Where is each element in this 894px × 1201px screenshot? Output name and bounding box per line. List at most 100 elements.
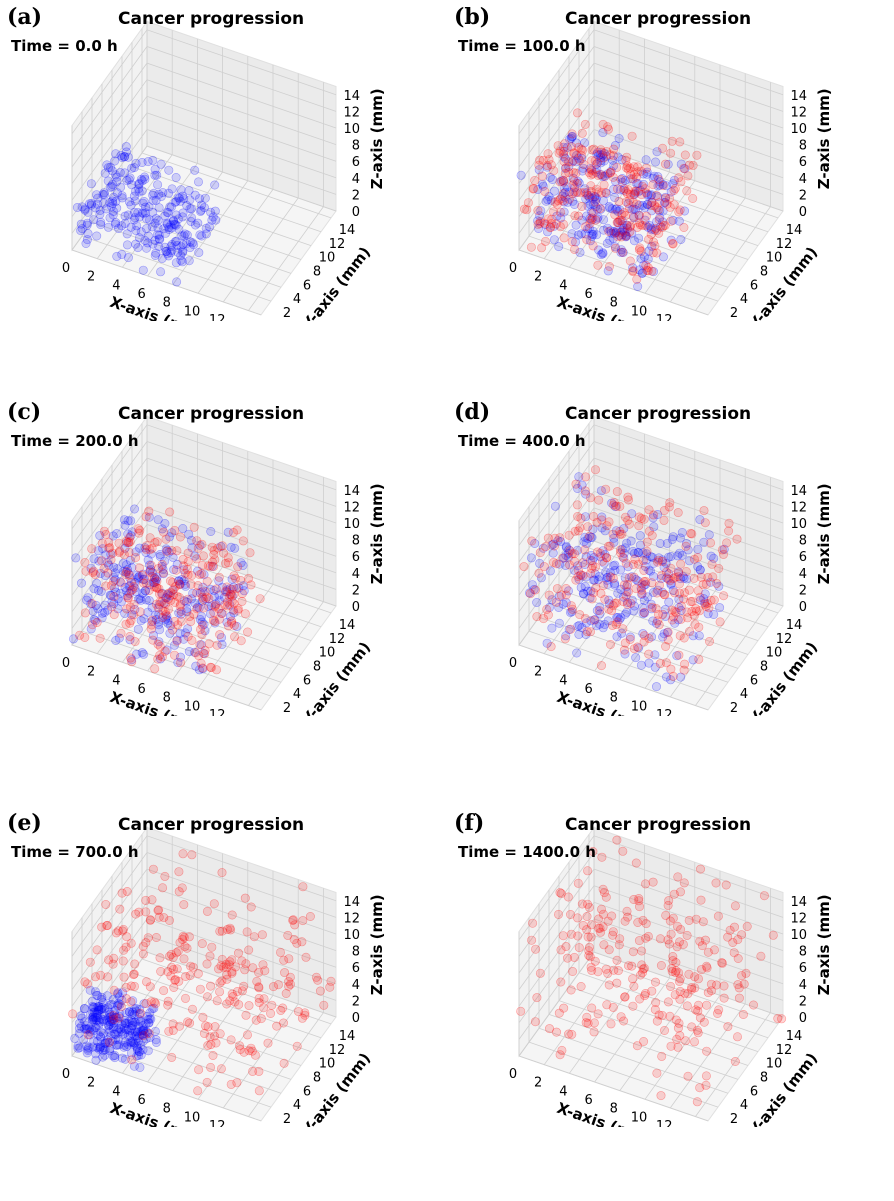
y-tick-label: 10 — [766, 646, 783, 661]
scatter-point — [638, 220, 648, 230]
scatter-point — [185, 971, 195, 981]
scatter-point — [118, 558, 128, 568]
scatter-point — [165, 916, 175, 926]
scatter-point — [601, 892, 611, 902]
scatter-point — [208, 1051, 218, 1061]
scatter-point — [152, 537, 162, 547]
scatter-point — [627, 595, 637, 605]
scatter-point — [577, 215, 587, 225]
scatter-point — [149, 582, 159, 592]
scatter-point — [583, 586, 593, 596]
scatter-point — [610, 598, 620, 608]
scatter-point — [668, 671, 678, 681]
scatter-point — [80, 1024, 90, 1034]
scatter-point — [117, 250, 127, 260]
scatter-point — [141, 938, 151, 948]
scatter-point — [159, 569, 169, 579]
scatter-point — [535, 968, 545, 978]
scatter-point — [680, 988, 690, 998]
scatter-point — [155, 641, 165, 651]
scatter-point — [664, 502, 674, 512]
scatter-point — [586, 164, 596, 174]
scatter-point — [140, 174, 150, 184]
scatter-point — [292, 938, 302, 948]
scatter-point — [116, 628, 126, 638]
scatter-point — [566, 985, 576, 995]
scatter-point — [125, 632, 135, 642]
scatter-point — [689, 554, 699, 564]
scatter-point — [692, 150, 702, 160]
scatter-point — [591, 215, 601, 225]
scatter-point — [238, 536, 248, 546]
scatter-point — [618, 248, 628, 258]
scatter-point — [556, 213, 566, 223]
scatter-point — [132, 1041, 142, 1051]
scatter-point — [560, 139, 570, 149]
scatter-point — [633, 179, 643, 189]
scatter-point — [121, 536, 131, 546]
x-tick-label: 6 — [584, 682, 592, 697]
scatter-point — [684, 585, 694, 595]
scatter-point — [171, 210, 181, 220]
scatter-point — [107, 602, 117, 612]
x-tick-label: 6 — [584, 287, 592, 302]
scatter-point — [590, 956, 600, 966]
scatter-point — [222, 970, 232, 980]
scatter-point — [596, 250, 606, 260]
scatter-point — [217, 976, 227, 986]
series-cloud-blue — [525, 472, 729, 692]
z-tick-label: 6 — [352, 550, 360, 565]
scatter-point — [80, 1004, 90, 1014]
scatter-point — [598, 150, 608, 160]
scatter-point — [85, 957, 95, 967]
scatter-point — [224, 591, 234, 601]
scatter-point — [562, 143, 572, 153]
scatter-point — [641, 188, 651, 198]
scatter-point — [595, 170, 605, 180]
scatter-point — [183, 548, 193, 558]
scatter-point — [104, 1020, 114, 1030]
scatter-point — [95, 633, 105, 643]
scatter-point — [129, 191, 139, 201]
y-tick-label: 2 — [283, 701, 291, 716]
scatter-point — [143, 607, 153, 617]
scatter-point — [567, 157, 577, 167]
scatter-point — [669, 200, 679, 210]
scatter-point — [241, 959, 251, 969]
scatter-point — [168, 1025, 178, 1035]
time-annotation: Time = 400.0 h — [458, 432, 586, 450]
scatter-point — [627, 131, 637, 141]
scatter-point — [612, 204, 622, 214]
scatter-point — [688, 160, 698, 170]
scatter-point — [573, 526, 583, 536]
scatter-point — [183, 557, 193, 567]
scatter-point — [173, 657, 183, 667]
scatter-point — [527, 536, 537, 546]
scatter-point — [635, 243, 645, 253]
scatter-point — [151, 615, 161, 625]
scatter-point — [325, 982, 335, 992]
scatter-point — [573, 572, 583, 582]
scatter-point — [654, 198, 664, 208]
scatter-point — [109, 985, 119, 995]
scatter-point — [118, 924, 128, 934]
scatter-point — [133, 1022, 143, 1032]
scatter-point — [292, 1041, 302, 1051]
scatter-point — [129, 969, 139, 979]
scatter-point — [623, 164, 633, 174]
scatter-point — [741, 968, 751, 978]
scatter-point — [176, 196, 186, 206]
scatter-point — [700, 589, 710, 599]
scatter-point — [110, 583, 120, 593]
scatter-point — [215, 987, 225, 997]
scatter-point — [555, 533, 565, 543]
scatter-point — [545, 1024, 555, 1034]
scatter-point — [679, 594, 689, 604]
scatter-point — [197, 620, 207, 630]
scatter-point — [646, 229, 656, 239]
scatter-point — [664, 597, 674, 607]
scatter-point — [675, 533, 685, 543]
scatter-point — [604, 599, 614, 609]
scatter-point — [157, 560, 167, 570]
scatter-point — [86, 599, 96, 609]
